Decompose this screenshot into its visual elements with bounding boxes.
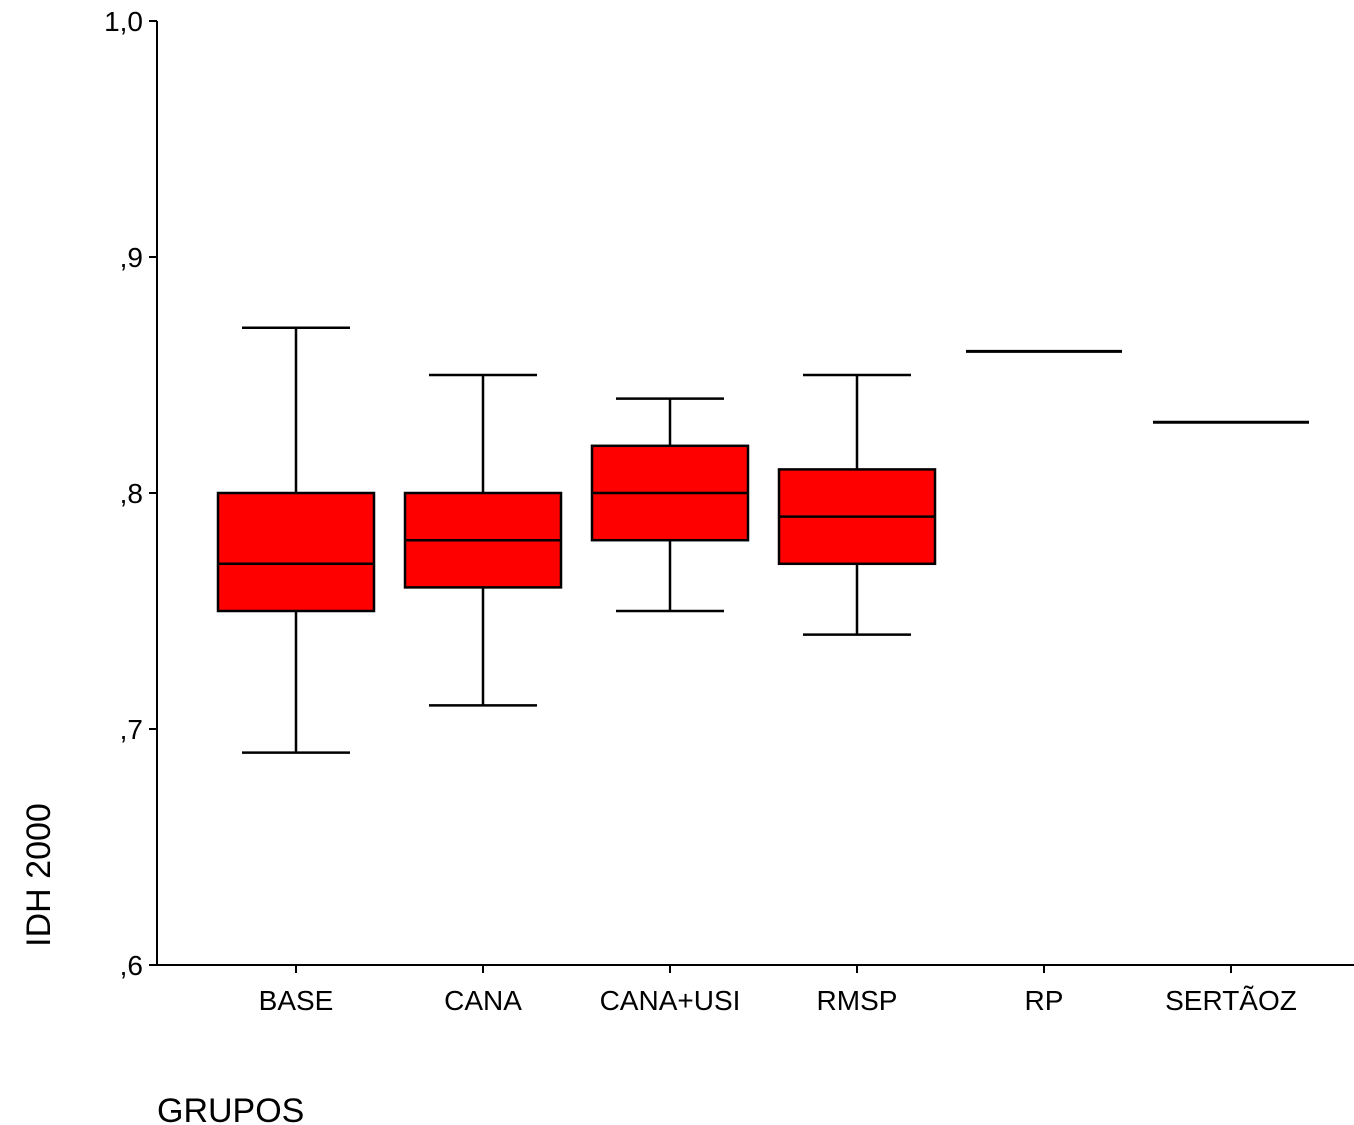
box-base <box>216 326 376 754</box>
x-tick-label: BASE <box>259 985 334 1016</box>
y-tick-label: ,9 <box>120 242 143 273</box>
x-tick-label: RMSP <box>817 985 898 1016</box>
x-tick-label: CANA+USI <box>600 985 741 1016</box>
box-series <box>216 326 1309 754</box>
y-axis-title: IDH 2000 <box>20 803 58 947</box>
y-tick-label: ,8 <box>120 478 143 509</box>
x-tick-label: CANA <box>444 985 522 1016</box>
y-tick-label: ,7 <box>120 714 143 745</box>
y-axis: ,6 ,7 ,8 ,9 1,0 <box>104 6 158 981</box>
y-tick-label: ,6 <box>120 950 143 981</box>
x-axis: BASE CANA CANA+USI RMSP RP SERTÃOZ <box>157 964 1354 1016</box>
box-rmsp <box>777 373 937 636</box>
iqr-box <box>216 491 376 613</box>
box-cana-usi <box>590 397 750 613</box>
x-axis-title: GRUPOS <box>157 1092 304 1125</box>
box-cana <box>403 373 563 707</box>
x-tick-label: SERTÃOZ <box>1165 985 1297 1016</box>
x-tick-label: RP <box>1025 985 1064 1016</box>
y-tick-label: 1,0 <box>104 6 143 37</box>
